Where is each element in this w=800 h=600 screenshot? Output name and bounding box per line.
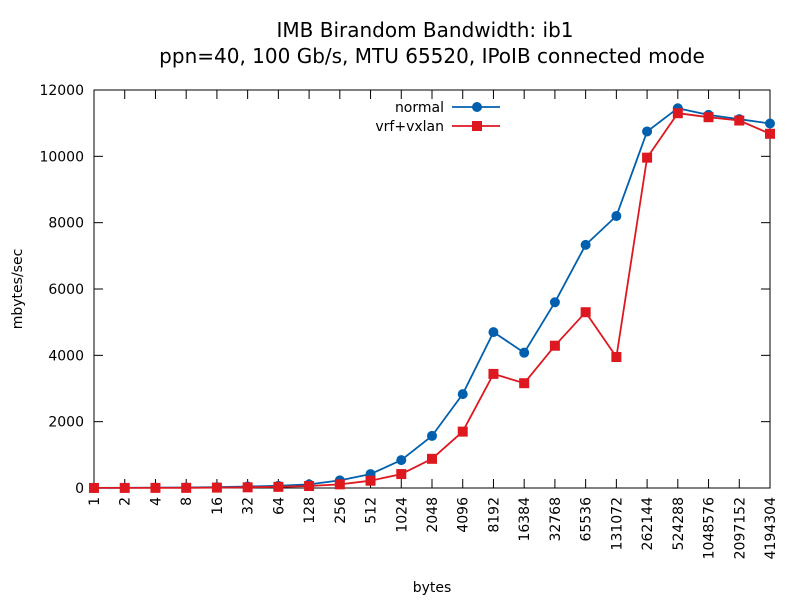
x-tick-label: 4096 xyxy=(456,497,472,533)
legend-marker xyxy=(472,121,482,131)
legend-item-vrf-vxlan: vrf+vxlan xyxy=(375,119,500,135)
legend-label: normal xyxy=(395,100,444,116)
x-tick-label: 8 xyxy=(179,497,195,506)
x-tick-label: 8192 xyxy=(486,497,502,533)
y-tick-label: 2000 xyxy=(48,415,84,431)
data-point xyxy=(427,453,437,464)
data-point xyxy=(611,351,622,362)
chart-subtitle: ppn=40, 100 Gb/s, MTU 65520, IPoIB conne… xyxy=(159,44,705,68)
x-tick-label: 131072 xyxy=(609,497,625,550)
x-tick-label: 128 xyxy=(302,497,318,524)
data-point xyxy=(765,128,775,139)
data-point xyxy=(611,211,622,222)
legend: normal vrf+vxlan xyxy=(375,100,500,135)
y-axis-label: mbytes/sec xyxy=(10,249,26,330)
x-tick-label: 65536 xyxy=(579,497,595,542)
x-tick-label: 4194304 xyxy=(763,497,779,559)
y-tick-label: 10000 xyxy=(39,149,84,165)
data-point xyxy=(765,118,775,129)
y-axis: 0 2000 4000 6000 8000 10000 12000 xyxy=(39,83,770,497)
x-tick-label: 16 xyxy=(210,497,226,515)
data-point xyxy=(119,482,130,493)
chart-title: IMB Birandom Bandwidth: ib1 xyxy=(277,18,574,42)
y-tick-label: 4000 xyxy=(48,348,84,364)
x-tick-label: 524288 xyxy=(671,497,687,550)
x-tick-label: 4 xyxy=(148,497,164,506)
data-point xyxy=(150,482,161,493)
y-tick-label: 6000 xyxy=(48,282,84,298)
data-point xyxy=(488,327,499,338)
x-tick-label: 1048576 xyxy=(702,497,718,559)
y-tick-label: 12000 xyxy=(39,83,84,99)
legend-marker xyxy=(472,102,482,112)
data-point xyxy=(672,108,683,119)
data-point xyxy=(89,482,99,493)
x-tick-label: 32 xyxy=(241,497,257,515)
data-point xyxy=(181,482,192,493)
x-tick-label: 32768 xyxy=(548,497,564,542)
x-tick-label: 512 xyxy=(364,497,380,524)
series-vrf-vxlan xyxy=(89,108,775,493)
data-point xyxy=(334,479,345,490)
data-point xyxy=(734,115,745,126)
series-layer xyxy=(89,103,775,493)
data-point xyxy=(703,112,714,123)
data-point xyxy=(304,481,315,492)
y-tick-label: 0 xyxy=(75,481,84,497)
series-normal xyxy=(89,103,775,493)
plot-frame xyxy=(93,89,771,489)
data-point xyxy=(642,152,653,163)
x-tick-label: 2048 xyxy=(425,497,441,533)
data-point xyxy=(519,347,530,358)
legend-item-normal: normal xyxy=(395,100,500,116)
x-tick-label: 64 xyxy=(271,497,287,515)
data-point xyxy=(396,469,407,480)
x-tick-label: 1024 xyxy=(394,497,410,533)
data-point xyxy=(457,389,468,400)
x-tick-label: 16384 xyxy=(517,497,533,542)
data-point xyxy=(549,297,560,308)
x-axis-label: bytes xyxy=(413,580,452,596)
data-point xyxy=(549,340,560,351)
y-tick-label: 8000 xyxy=(48,216,84,232)
data-point xyxy=(365,475,376,486)
data-point xyxy=(211,482,222,493)
x-tick-label: 1 xyxy=(87,497,103,506)
x-tick-label: 2097152 xyxy=(732,497,748,559)
data-point xyxy=(273,481,284,492)
data-point xyxy=(580,239,591,250)
data-point xyxy=(519,378,530,389)
data-point xyxy=(457,426,468,437)
data-point xyxy=(396,455,407,466)
data-point xyxy=(427,430,437,441)
legend-label: vrf+vxlan xyxy=(375,119,444,135)
x-tick-label: 2 xyxy=(118,497,134,506)
data-point xyxy=(488,368,499,379)
x-axis: 1 2 4 8 16 32 64 128 256 512 1024 2048 4096 8192 16384… xyxy=(87,90,779,559)
data-point xyxy=(242,482,253,493)
data-point xyxy=(580,307,591,318)
x-tick-label: 262144 xyxy=(640,497,656,551)
x-tick-label: 256 xyxy=(333,497,349,524)
data-point xyxy=(642,126,653,137)
